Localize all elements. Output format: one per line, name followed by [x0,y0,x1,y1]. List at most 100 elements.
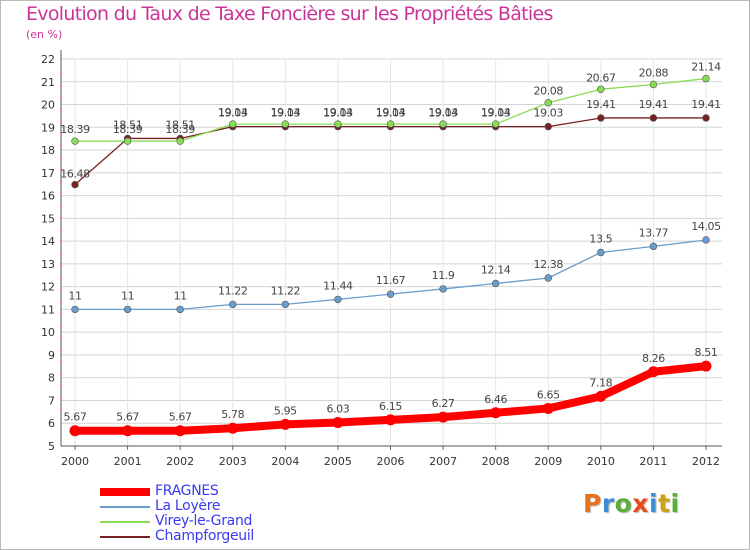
data-point-virey-le-grand [649,80,658,89]
data-label-fragnes: 6.15 [379,400,402,413]
y-tick-label: 18 [41,144,55,157]
data-point-la-loy-re [123,305,132,314]
data-label-la-loy-re: 11 [121,289,134,302]
data-label-champforgeuil: 19.03 [323,107,353,120]
series-lines [69,74,712,437]
legend-swatch [100,506,150,508]
y-axis-ticks: 5 6 7 8 9 10 11 12 13 14 15 16 17 18 19 20 21 22 [41,53,55,453]
y-tick-label: 14 [41,235,55,248]
data-point-virey-le-grand [386,120,395,128]
data-point-virey-le-grand [544,99,552,107]
data-label-fragnes: 7.18 [589,376,612,389]
data-label-champforgeuil: 19.41 [691,98,721,111]
y-tick-label: 21 [41,76,55,89]
y-tick-label: 13 [41,258,55,271]
y-tick-label: 9 [48,349,55,362]
y-tick-label: 16 [41,190,55,203]
data-label-la-loy-re: 11.22 [271,284,301,297]
x-tick-label: 2010 [587,455,615,468]
series-fragnes [69,360,712,437]
data-labels: 5.67 5.67 5.67 5.78 5.95 6.03 6.15 6.27 6.46 6.65… [60,61,721,424]
data-point-fragnes [595,390,607,402]
data-point-la-loy-re [71,305,79,314]
data-point-virey-le-grand [702,74,710,83]
data-label-fragnes: 8.26 [642,352,665,365]
data-label-virey-le-grand: 19.14 [323,106,353,119]
data-point-fragnes [227,422,239,434]
legend-label: La Loyère [155,498,221,514]
data-point-la-loy-re [702,236,710,244]
y-tick-label: 17 [41,167,55,180]
x-tick-label: 2009 [534,455,562,468]
data-point-la-loy-re [176,305,184,314]
x-tick-label: 2004 [271,455,299,468]
y-tick-label: 20 [41,99,55,112]
data-label-la-loy-re: 14.05 [691,220,721,233]
data-label-fragnes: 5.78 [221,408,244,421]
data-label-la-loy-re: 11.44 [323,279,353,292]
data-point-fragnes [69,425,81,437]
data-label-virey-le-grand: 20.67 [586,71,616,84]
data-label-fragnes: 8.51 [695,346,718,359]
data-label-champforgeuil: 19.03 [534,107,564,120]
data-label-champforgeuil: 19.03 [481,107,511,120]
data-point-fragnes [122,425,134,437]
data-label-fragnes: 6.27 [432,397,455,410]
proxiti-logo: Proxiti [583,489,680,518]
data-label-virey-le-grand: 20.88 [639,66,669,79]
data-label-la-loy-re: 11 [174,289,187,302]
chart-unit-label: (en %) [26,28,63,41]
data-point-champforgeuil [702,114,710,122]
data-point-virey-le-grand [229,120,237,128]
data-point-fragnes [437,411,449,423]
y-tick-label: 6 [48,417,55,430]
x-tick-label: 2012 [692,455,720,468]
data-point-fragnes [279,418,291,430]
data-label-champforgeuil: 16.48 [60,168,90,181]
legend-swatch [100,488,150,496]
data-point-virey-le-grand [176,137,184,145]
y-tick-label: 5 [48,440,55,453]
data-label-champforgeuil: 18.51 [165,118,195,131]
data-label-virey-le-grand: 19.14 [428,106,458,119]
y-tick-label: 10 [41,326,55,339]
data-point-la-loy-re [491,279,500,288]
data-label-champforgeuil: 19.03 [428,107,458,120]
data-point-champforgeuil [544,122,552,131]
data-label-virey-le-grand: 20.08 [534,85,564,98]
data-label-la-loy-re: 12.38 [534,258,564,271]
legend-swatch [100,521,150,523]
data-point-la-loy-re [281,300,290,309]
data-label-champforgeuil: 19.41 [639,98,669,111]
y-tick-label: 22 [41,53,55,66]
data-label-la-loy-re: 12.14 [481,263,511,276]
y-tick-label: 8 [48,372,55,385]
series-virey-le-grand [71,74,710,145]
x-tick-label: 2002 [166,455,194,468]
data-point-la-loy-re [649,242,658,251]
x-axis-ticks: 2000 2001 2002 2003 2004 2005 2006 2007 2008 2009… [61,455,720,468]
data-point-la-loy-re [229,300,237,309]
data-label-fragnes: 6.65 [537,388,560,401]
data-label-la-loy-re: 13.5 [589,233,612,246]
data-label-fragnes: 6.46 [484,393,507,406]
data-point-fragnes [332,417,344,429]
data-label-fragnes: 6.03 [326,403,349,416]
legend-label: FRAGNES [155,483,219,499]
axes [60,50,722,450]
data-label-virey-le-grand: 19.14 [481,106,511,119]
x-tick-label: 2000 [61,455,89,468]
x-tick-label: 2006 [377,455,405,468]
data-point-la-loy-re [597,248,605,257]
data-label-fragnes: 5.67 [64,411,87,424]
legend-swatch [100,536,150,538]
chart-title: Evolution du Taux de Taxe Foncière sur l… [26,3,553,25]
data-label-la-loy-re: 13.77 [639,226,669,239]
data-label-la-loy-re: 11.67 [376,274,406,287]
data-label-virey-le-grand: 19.14 [376,106,406,119]
series-la-loy-re [71,236,710,314]
data-point-fragnes [174,425,186,437]
data-label-virey-le-grand: 18.39 [60,123,90,136]
